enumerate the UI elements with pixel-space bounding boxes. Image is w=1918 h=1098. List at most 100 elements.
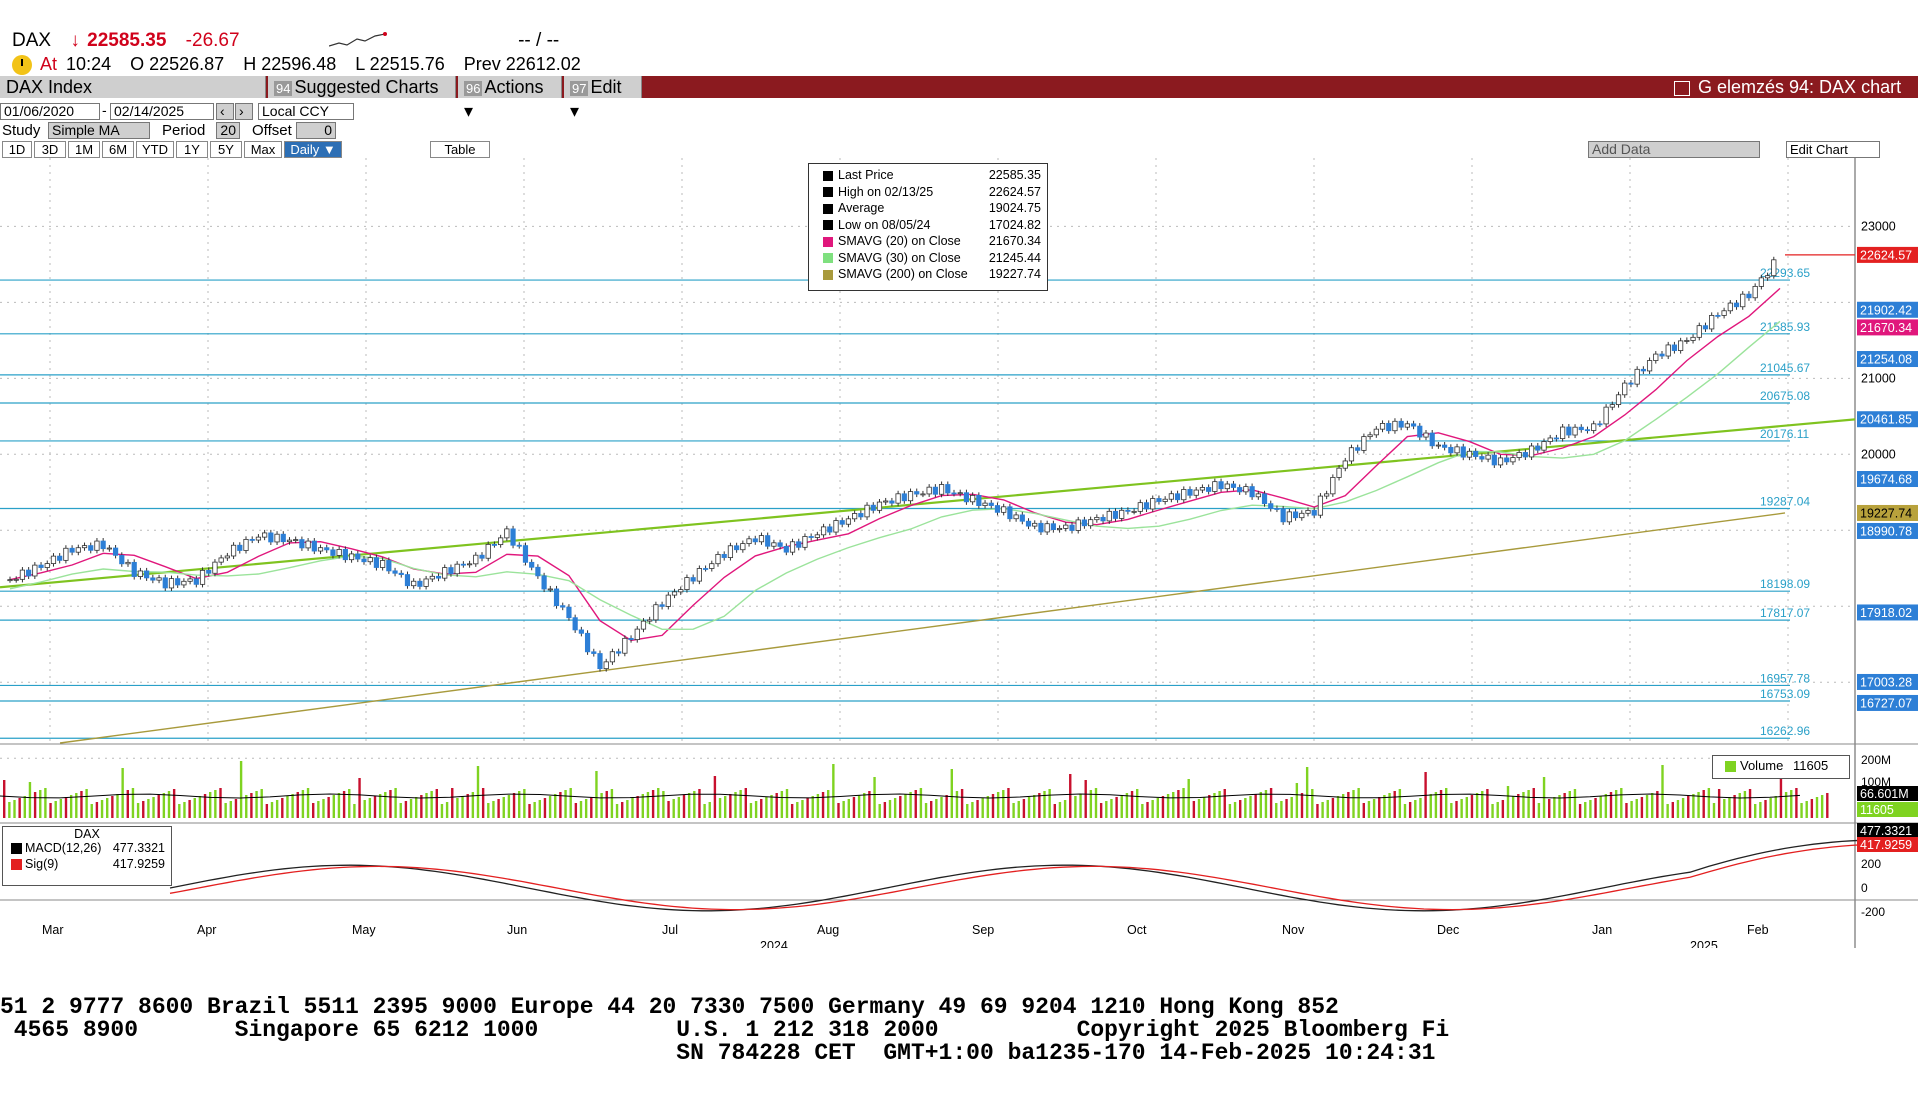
- volume-bar: [600, 793, 603, 818]
- candle-body: [1094, 516, 1100, 521]
- timeframe-1d[interactable]: 1D: [2, 141, 32, 158]
- volume-bar: [1130, 791, 1134, 818]
- security-field[interactable]: DAX Index: [0, 76, 266, 98]
- candle-body: [1013, 514, 1019, 520]
- volume-bar: [23, 796, 26, 818]
- volume-bar: [1764, 800, 1767, 818]
- price-tag: [1857, 246, 1918, 263]
- volume-bar: [1676, 800, 1680, 818]
- legend-swatch: [823, 220, 833, 231]
- month-label: Apr: [197, 923, 216, 937]
- volume-bar: [1450, 803, 1453, 818]
- timeframe-ytd[interactable]: YTD: [136, 141, 174, 158]
- candle-body: [1497, 457, 1504, 466]
- volume-bar: [1172, 792, 1175, 818]
- candle-body: [566, 606, 572, 619]
- volume-bar: [59, 799, 63, 818]
- volume-bar: [1522, 792, 1525, 818]
- low-price: L 22515.76: [355, 54, 445, 74]
- start-date-input[interactable]: 01/06/2020: [0, 103, 100, 120]
- candle-body: [622, 637, 628, 654]
- timeframe-6m[interactable]: 6M: [102, 141, 134, 158]
- currency-select[interactable]: Local CCY: [258, 103, 354, 120]
- volume-bar: [126, 790, 129, 818]
- volume-bar: [1656, 791, 1659, 818]
- volume-bar: [1295, 783, 1299, 818]
- volume-bar: [64, 797, 68, 818]
- candle-body: [994, 505, 1001, 513]
- prev-period-button[interactable]: ‹: [216, 103, 234, 120]
- volume-bar: [574, 803, 578, 818]
- end-date-input[interactable]: 02/14/2025: [110, 103, 214, 120]
- volume-bar: [456, 798, 459, 818]
- candle-body: [920, 493, 926, 496]
- volume-bar: [1043, 791, 1046, 818]
- macd-tag: [1857, 823, 1918, 838]
- volume-bar: [1079, 794, 1082, 818]
- table-button[interactable]: Table: [430, 141, 490, 158]
- month-label: Nov: [1282, 923, 1305, 937]
- volume-bar: [1259, 792, 1262, 818]
- volume-bar: [1723, 799, 1726, 818]
- candle-body: [1609, 404, 1615, 408]
- timeframe-1y[interactable]: 1Y: [176, 141, 208, 158]
- candle-body: [678, 589, 684, 593]
- candle-body: [771, 542, 777, 547]
- actions-button[interactable]: 96 Actions ▾: [458, 76, 562, 121]
- candle-body: [1603, 406, 1609, 425]
- candle-body: [1560, 426, 1566, 440]
- candle-body: [454, 563, 460, 575]
- volume-bar: [816, 794, 820, 818]
- candle-body: [914, 491, 920, 495]
- period-input[interactable]: 20: [216, 122, 240, 139]
- volume-bar: [255, 791, 258, 818]
- volume-bar: [1687, 796, 1690, 818]
- candle-body: [876, 501, 883, 511]
- frequency-select[interactable]: Daily ▼: [284, 141, 342, 158]
- candle-body: [647, 619, 653, 622]
- legend-label: Average: [838, 201, 885, 215]
- sma200-line: [59, 512, 1786, 744]
- volume-bar: [152, 797, 155, 818]
- edit-button[interactable]: 97 Edit ▾: [564, 76, 642, 121]
- price-chart[interactable]: 22293.6521585.9321045.6720675.0820176.11…: [0, 158, 1918, 948]
- volume-bar: [183, 802, 186, 818]
- timeframe-1m[interactable]: 1M: [68, 141, 100, 158]
- price-tag-label: 19227.74: [1860, 506, 1912, 520]
- next-period-button[interactable]: ›: [235, 103, 253, 120]
- volume-bar: [1800, 803, 1803, 818]
- study-select[interactable]: Simple MA: [48, 122, 150, 139]
- candle-body: [721, 554, 727, 558]
- volume-bar: [780, 791, 784, 818]
- volume-bar: [1269, 788, 1273, 818]
- volume-bar: [760, 799, 763, 818]
- candle-body: [1466, 450, 1473, 458]
- candle-body: [1634, 368, 1640, 385]
- candle-body: [628, 637, 634, 641]
- volume-bar: [940, 797, 943, 818]
- candle-body: [479, 554, 485, 559]
- volume-bar: [960, 789, 964, 818]
- timeframe-3d[interactable]: 3D: [34, 141, 66, 158]
- add-data-input[interactable]: Add Data: [1588, 141, 1760, 158]
- chart-title-field[interactable]: G elemzés 94: DAX chart: [1668, 76, 1918, 98]
- volume-bar: [1460, 799, 1463, 818]
- candle-body: [106, 547, 112, 550]
- volume-bar: [404, 801, 408, 818]
- price-axis: 20000 21000 23000: [1861, 219, 1896, 461]
- month-label: Mar: [42, 923, 64, 937]
- candle-body: [137, 570, 144, 577]
- timeframe-5y[interactable]: 5Y: [210, 141, 242, 158]
- volume-bar: [353, 804, 356, 818]
- volume-bar: [1192, 801, 1196, 818]
- level-label: 21045.67: [1760, 361, 1810, 375]
- volume-bar: [75, 793, 78, 818]
- volume-bar: [95, 802, 99, 818]
- candle-body: [516, 544, 522, 547]
- volume-tag-label: 66.601M: [1860, 787, 1909, 801]
- offset-input[interactable]: 0: [296, 122, 336, 139]
- edit-chart-button[interactable]: Edit Chart: [1786, 141, 1880, 158]
- volume-bar: [1455, 801, 1458, 818]
- timeframe-max[interactable]: Max: [244, 141, 282, 158]
